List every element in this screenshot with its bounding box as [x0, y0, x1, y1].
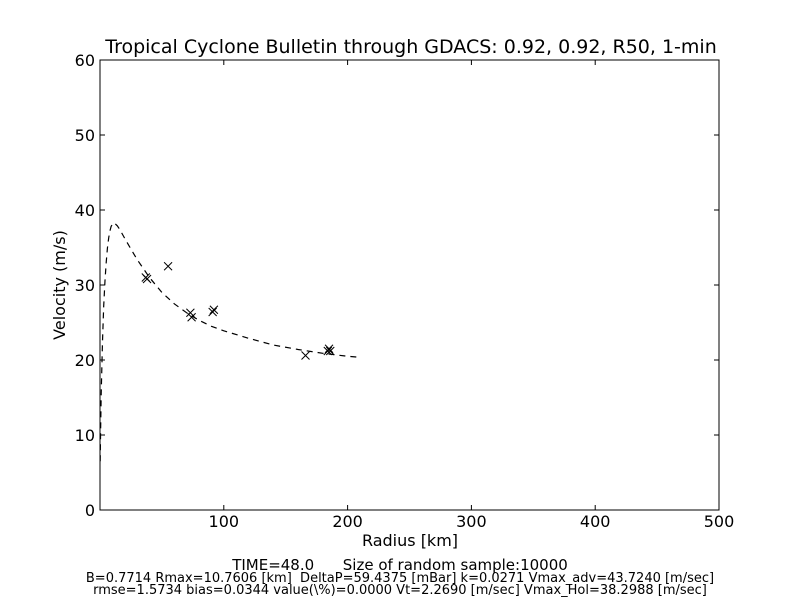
x-tick-label: 400	[580, 512, 611, 531]
observation-point	[142, 274, 152, 284]
observation-point	[325, 346, 335, 356]
x-tick-label: 200	[332, 512, 363, 531]
plot-background	[100, 60, 719, 510]
y-tick-label: 0	[85, 501, 95, 520]
footer-parameters: B=0.7714 Rmax=10.7606 [km] DeltaP=59.437…	[86, 571, 714, 586]
chart-title: Tropical Cyclone Bulletin through GDACS:…	[104, 36, 717, 58]
y-tick-label: 30	[75, 276, 95, 295]
y-tick-label: 10	[75, 426, 95, 445]
x-tick-label: 100	[209, 512, 240, 531]
y-tick-label: 20	[75, 351, 95, 370]
observation-point	[208, 307, 218, 317]
model-curve-line	[99, 222, 357, 462]
x-tick-label: 300	[456, 512, 487, 531]
footer-time-sample: TIME=48.0 Size of random sample:10000	[231, 556, 568, 574]
x-tick-label: 500	[704, 512, 735, 531]
observation-point	[163, 261, 173, 271]
y-tick-label: 50	[75, 126, 95, 145]
y-tick-label: 40	[75, 201, 95, 220]
plot-area: 100 200 300 400 500 0 10 20 30 40 50 60	[75, 51, 735, 531]
observation-point	[209, 305, 219, 315]
x-axis-label: Radius [km]	[362, 531, 458, 550]
observation-point	[187, 312, 196, 322]
observation-point	[301, 351, 310, 360]
footer-statistics: rmse=1.5734 bias=0.0344 value(\%)=0.0000…	[93, 583, 707, 598]
tick-layer: 100 200 300 400 500 0 10 20 30 40 50 60	[75, 51, 735, 531]
series-layer	[99, 222, 357, 462]
observation-point	[324, 344, 334, 354]
y-tick-label: 60	[75, 51, 95, 70]
y-axis-label: Velocity (m/s)	[50, 230, 69, 340]
